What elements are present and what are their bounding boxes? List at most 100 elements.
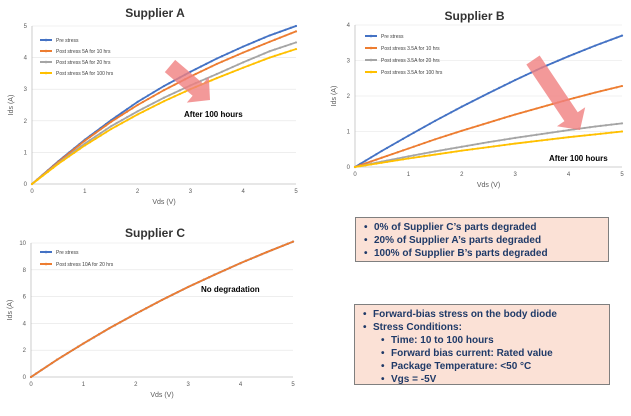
data-point — [471, 143, 474, 147]
x-tick-label: 0 — [29, 382, 33, 388]
y-tick-label: 2 — [23, 348, 27, 354]
data-point — [30, 182, 34, 186]
data-point — [66, 352, 69, 355]
data-point — [273, 32, 276, 35]
data-point — [551, 137, 554, 141]
data-point — [562, 136, 565, 139]
chart-svg: 0 1 2 3 4 5 0 1 2 3 4 5 Vds (V) Ids (A) Pre stress Post… — [8, 24, 298, 206]
data-point — [460, 145, 463, 148]
data-point — [220, 74, 224, 78]
data-point — [546, 64, 549, 67]
data-point — [279, 30, 282, 33]
data-point — [147, 94, 150, 97]
y-tick-label: 6 — [23, 295, 27, 301]
data-point — [599, 132, 602, 135]
data-point — [99, 132, 102, 135]
data-point — [83, 144, 86, 147]
y-tick-label: 3 — [347, 59, 351, 65]
data-point — [530, 108, 533, 112]
x-tick-label: 3 — [187, 382, 191, 388]
data-point — [242, 51, 245, 54]
data-point — [615, 130, 618, 134]
data-point — [567, 128, 570, 132]
data-point — [136, 110, 139, 113]
data-point — [519, 141, 522, 145]
data-point — [615, 86, 618, 89]
data-point — [620, 130, 624, 133]
data-point — [168, 82, 171, 85]
legend-label: Post stress 5A for 100 hrs — [56, 71, 114, 77]
data-point — [268, 50, 271, 53]
data-point — [492, 119, 495, 123]
data-point — [588, 133, 592, 137]
data-point — [530, 140, 533, 143]
data-point — [417, 153, 421, 156]
legend-marker — [44, 71, 48, 75]
data-point — [223, 268, 226, 272]
data-point — [215, 77, 218, 80]
data-point — [466, 148, 469, 152]
data-point — [578, 50, 581, 54]
data-point — [276, 246, 279, 250]
data-point — [88, 135, 92, 139]
data-point — [202, 278, 206, 281]
annotation-text: After 100 hours — [549, 154, 608, 163]
data-point — [514, 113, 517, 116]
data-point — [604, 88, 608, 91]
y-tick-label: 10 — [19, 241, 26, 247]
data-point — [286, 242, 289, 245]
data-point — [524, 135, 527, 138]
data-point — [428, 154, 431, 157]
data-point — [252, 47, 255, 50]
data-point — [583, 94, 586, 97]
data-point — [110, 127, 113, 131]
data-point — [52, 166, 55, 169]
data-point — [482, 141, 485, 145]
data-point — [162, 89, 166, 92]
legend-marker — [44, 262, 48, 266]
data-point — [375, 162, 378, 165]
data-point — [104, 131, 108, 134]
data-point — [466, 128, 469, 131]
data-point — [210, 60, 213, 63]
data-point — [226, 58, 229, 61]
data-point — [294, 24, 298, 28]
data-point — [99, 134, 102, 137]
legend-label: Post stress 3.5A for 10 hrs — [381, 46, 440, 52]
x-tick-label: 0 — [353, 172, 357, 178]
data-point — [401, 156, 405, 159]
data-point — [152, 94, 155, 98]
data-point — [498, 139, 501, 142]
data-point — [147, 97, 150, 101]
data-point — [94, 135, 97, 138]
data-point — [45, 365, 48, 368]
data-point — [450, 151, 453, 154]
data-point — [487, 141, 490, 144]
data-point — [157, 102, 160, 105]
data-point — [620, 122, 624, 125]
annotation-arrow — [164, 59, 210, 103]
data-point — [115, 125, 118, 128]
legend-label: Pre stress — [381, 34, 404, 40]
data-point — [294, 47, 298, 51]
data-point — [263, 42, 266, 46]
data-point — [260, 253, 263, 256]
data-point — [189, 70, 192, 73]
data-point — [108, 326, 111, 330]
data-point — [498, 144, 501, 147]
data-point — [157, 92, 160, 95]
data-point — [556, 137, 560, 140]
data-point — [396, 151, 399, 154]
data-point — [281, 244, 284, 247]
series-line — [31, 48, 297, 185]
x-tick-label: 3 — [189, 189, 193, 195]
annotation-text: No degradation — [201, 285, 260, 294]
condition-item: Forward-bias stress on the body diode — [361, 308, 603, 321]
data-point — [412, 154, 415, 157]
data-point — [289, 49, 292, 52]
data-point — [194, 72, 197, 76]
data-point — [131, 113, 134, 116]
data-point — [572, 53, 576, 56]
data-point — [434, 150, 437, 153]
data-point — [620, 34, 624, 37]
